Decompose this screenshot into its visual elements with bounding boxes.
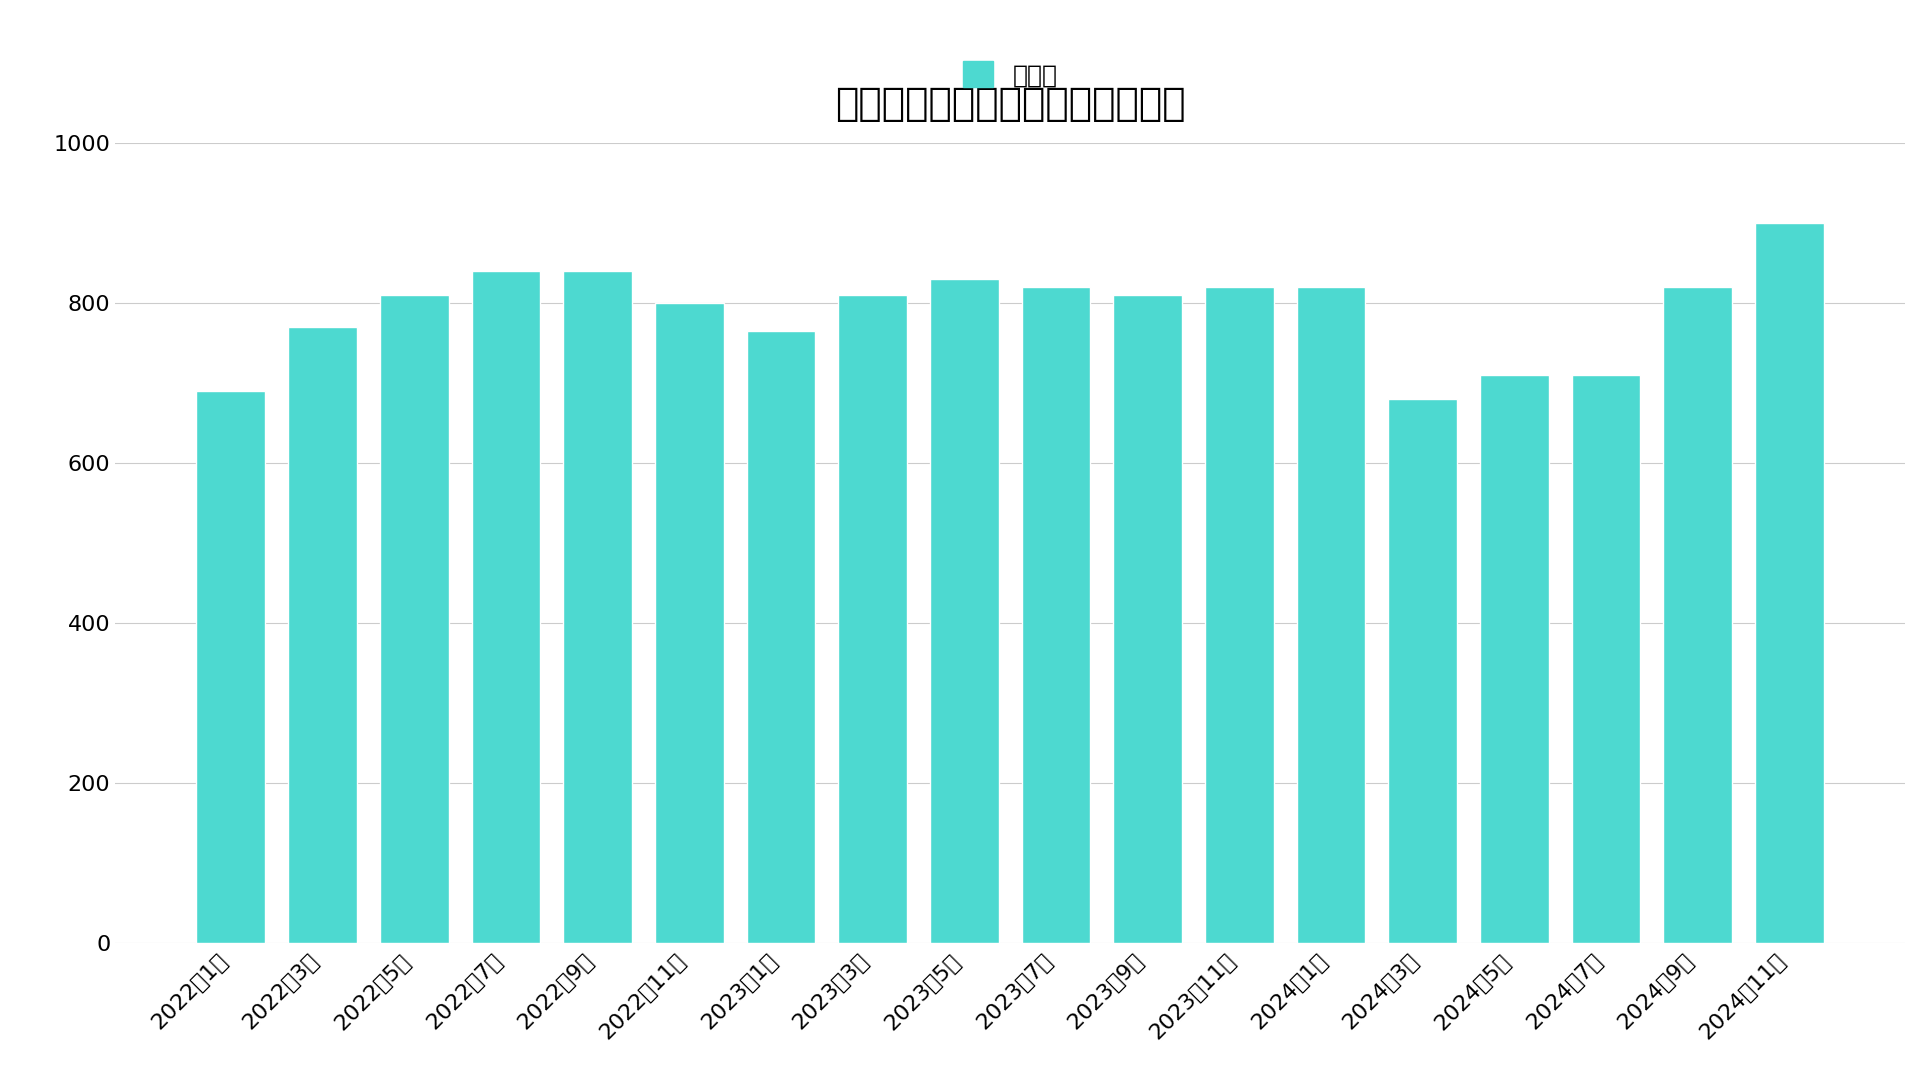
- Bar: [472, 271, 540, 944]
- Bar: [929, 279, 998, 944]
- Bar: [747, 332, 816, 944]
- Title: 湾岸タワーマンション：在庫推移: 湾岸タワーマンション：在庫推移: [835, 85, 1185, 123]
- Bar: [1388, 400, 1457, 944]
- Bar: [288, 327, 357, 944]
- Bar: [655, 303, 724, 944]
- Bar: [1572, 375, 1640, 944]
- Bar: [1480, 375, 1549, 944]
- Bar: [1296, 287, 1365, 944]
- Bar: [1114, 295, 1183, 944]
- Bar: [1021, 287, 1091, 944]
- Bar: [839, 295, 906, 944]
- Bar: [380, 295, 449, 944]
- Legend: 在庫数: 在庫数: [952, 52, 1068, 97]
- Bar: [1206, 287, 1273, 944]
- Bar: [563, 271, 632, 944]
- Bar: [1663, 287, 1732, 944]
- Bar: [1755, 224, 1824, 944]
- Bar: [196, 391, 265, 944]
